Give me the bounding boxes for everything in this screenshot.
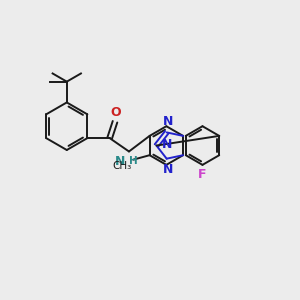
Text: N: N: [115, 155, 125, 168]
Text: N: N: [163, 115, 173, 128]
Text: N: N: [162, 138, 172, 152]
Text: H: H: [129, 156, 138, 166]
Text: F: F: [198, 168, 207, 182]
Text: CH₃: CH₃: [112, 161, 132, 171]
Text: N: N: [163, 163, 173, 176]
Text: O: O: [110, 106, 121, 119]
